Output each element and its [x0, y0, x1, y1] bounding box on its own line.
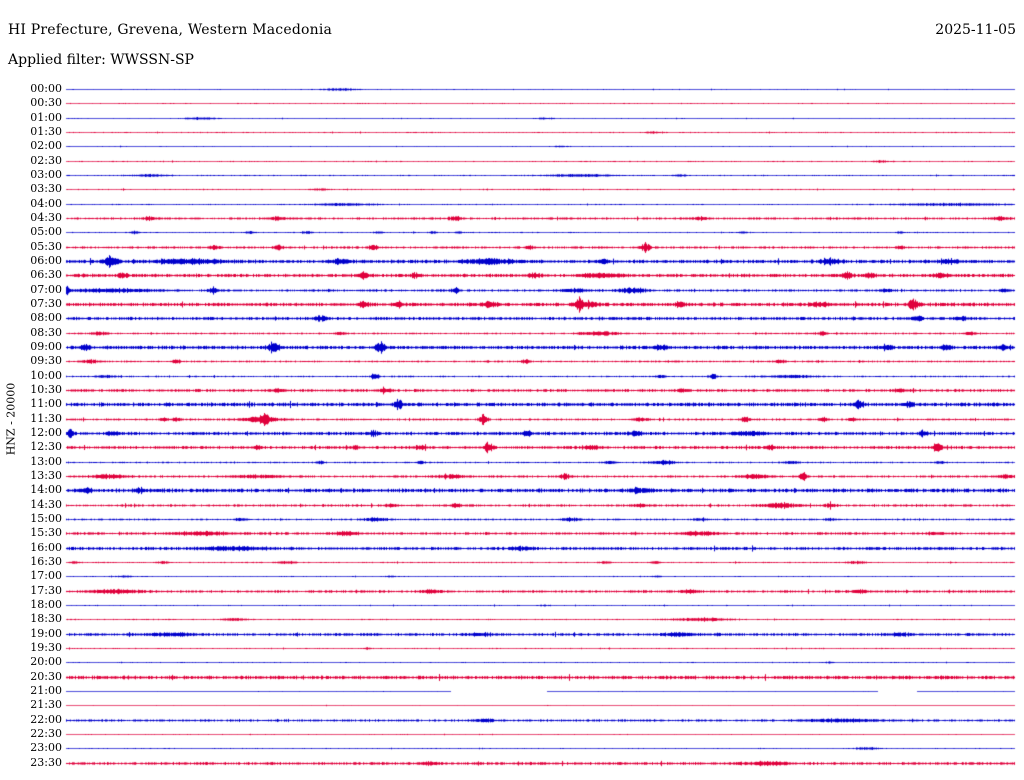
helicorder-page: HI Prefecture, Grevena, Western Macedoni…: [0, 0, 1024, 780]
seismogram-traces-canvas: [0, 0, 1024, 780]
